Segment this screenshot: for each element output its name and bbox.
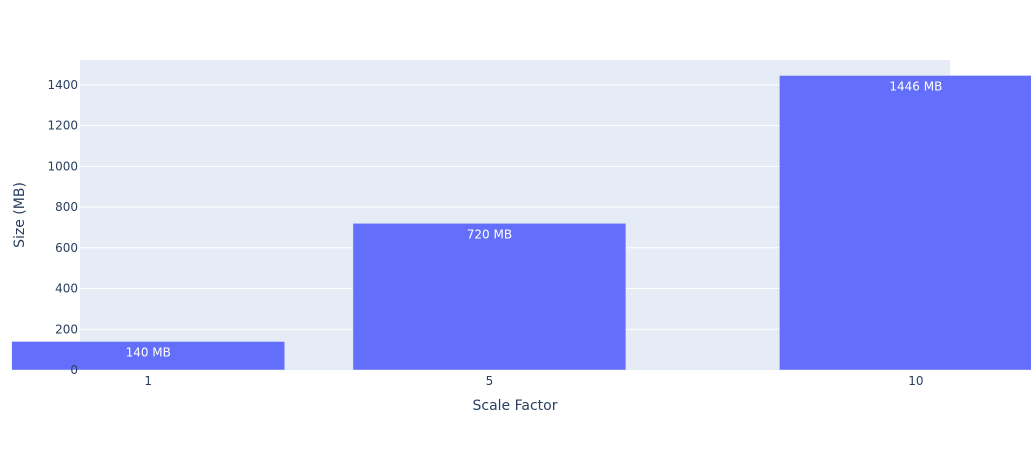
bar [11,341,285,371]
x-tick-label: 10 [908,374,923,388]
y-tick-label: 1400 [47,78,78,92]
x-axis-ticks: 1 5 10 [144,374,923,388]
bar [779,75,1031,371]
bar-data-label: 720 MB [467,227,512,241]
y-axis-title: Size (MB) [12,182,28,248]
y-tick-label: 1200 [47,119,78,133]
bar-data-label: 1446 MB [889,79,942,93]
x-tick-label: 5 [486,374,494,388]
bar-labels: 140 MB 720 MB 1446 MB [126,79,943,359]
x-axis-title: Scale Factor [473,398,558,414]
bar-data-label: 140 MB [126,345,171,359]
y-axis-ticks: 0 200 400 600 800 1000 1200 1400 [47,78,78,377]
y-tick-label: 1000 [47,159,78,173]
y-tick-label: 200 [55,322,78,336]
bars [11,75,1031,371]
y-tick-label: 400 [55,282,78,296]
y-tick-label: 0 [70,363,78,377]
bar [352,223,627,371]
x-tick-label: 1 [144,374,152,388]
y-tick-label: 600 [55,241,78,255]
y-tick-label: 800 [55,200,78,214]
